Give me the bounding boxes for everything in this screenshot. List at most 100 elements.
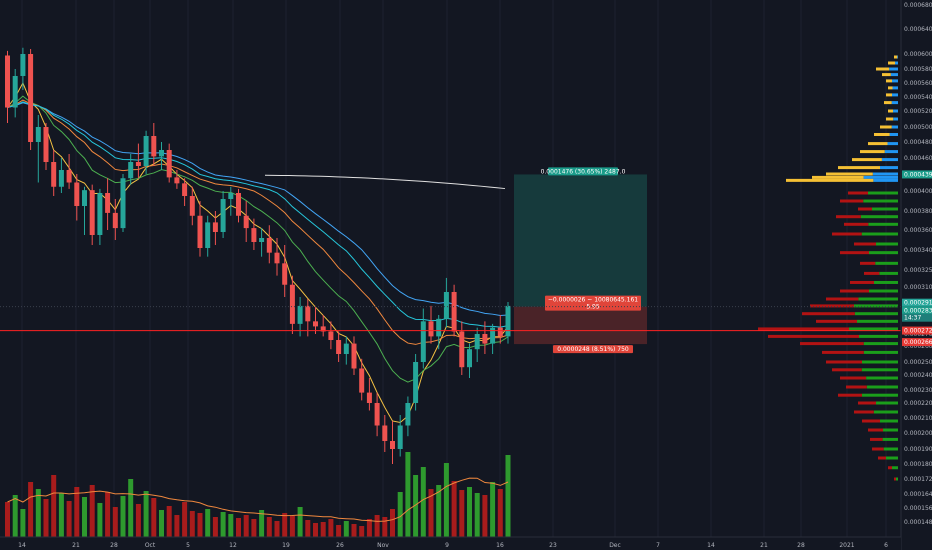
vp-row-up bbox=[893, 109, 898, 113]
vp-row-down bbox=[854, 242, 876, 246]
vp-row-up bbox=[889, 133, 898, 136]
vp-row-down bbox=[894, 477, 896, 481]
candle-body bbox=[205, 222, 211, 248]
vp-row-down bbox=[800, 342, 864, 346]
volume-bar bbox=[66, 501, 72, 537]
time-axis-label: 21 bbox=[760, 542, 768, 549]
vp-row-up bbox=[879, 271, 898, 275]
center-label-bg bbox=[545, 295, 641, 311]
mid-price-tag-bg bbox=[902, 306, 932, 315]
vp-row-up bbox=[872, 172, 898, 176]
vp-row-down bbox=[888, 109, 893, 113]
volume-bar bbox=[305, 520, 311, 537]
vp-row-down bbox=[802, 312, 855, 316]
candle-body bbox=[236, 193, 241, 216]
vp-row-up bbox=[849, 327, 898, 331]
vp-row-down bbox=[846, 385, 867, 389]
volume-bar bbox=[212, 517, 218, 537]
vp-row-up bbox=[889, 67, 898, 71]
volume-bar bbox=[297, 507, 303, 537]
candle-body bbox=[497, 327, 503, 337]
candle-body bbox=[128, 162, 134, 179]
vp-row-up bbox=[881, 158, 898, 162]
vp-row-up bbox=[890, 73, 898, 77]
ma-green-line bbox=[7, 95, 509, 383]
vp-row-down bbox=[840, 251, 869, 255]
vp-row-down bbox=[858, 207, 872, 211]
vp-row-up bbox=[883, 447, 898, 451]
candle-body bbox=[66, 170, 72, 183]
candle-body bbox=[228, 193, 234, 199]
candles bbox=[5, 47, 511, 464]
vp-row-down bbox=[888, 61, 895, 65]
vp-row-down bbox=[832, 368, 862, 372]
volume-bar bbox=[89, 485, 95, 537]
vp-row-down bbox=[822, 350, 864, 354]
candle-body bbox=[28, 54, 34, 142]
vp-row-down bbox=[878, 456, 886, 460]
vp-row-down bbox=[870, 437, 883, 441]
stop-price-tag: 0.0002666 bbox=[904, 339, 932, 346]
volume-bar bbox=[205, 509, 211, 537]
vp-row-down bbox=[826, 297, 859, 301]
vp-row-down bbox=[768, 334, 859, 338]
candle-body bbox=[282, 263, 288, 285]
time-axis-label: 14 bbox=[707, 542, 715, 549]
candle-body bbox=[336, 340, 342, 354]
volume-bar bbox=[282, 513, 288, 537]
volume-bar bbox=[443, 463, 449, 537]
time-axis-label: 28 bbox=[110, 542, 118, 549]
volume-bar bbox=[166, 506, 172, 537]
volume-bar bbox=[35, 489, 41, 537]
volume-bar bbox=[43, 499, 49, 537]
vp-row-up bbox=[866, 376, 898, 380]
volume-bar bbox=[151, 498, 157, 537]
long-position-tool[interactable]: 0.0001476 (30.65%) 2487.0 −0.0000026 ~ 10… bbox=[514, 167, 647, 354]
vp-row-up bbox=[869, 251, 898, 255]
candle-body bbox=[82, 190, 87, 206]
candle-body bbox=[490, 327, 496, 344]
volume-bar bbox=[374, 515, 380, 537]
volume-profile bbox=[758, 55, 898, 481]
volume-bar bbox=[274, 521, 280, 537]
vp-row-down bbox=[758, 327, 849, 331]
vp-row-down bbox=[840, 199, 864, 203]
price-lines bbox=[0, 306, 901, 332]
stop-label-bg bbox=[553, 345, 633, 354]
volume-bar bbox=[128, 479, 134, 537]
volume-bar bbox=[359, 526, 365, 537]
time-axis[interactable]: 14 21 28 Oct 5 12 19 26 Nov 9 16 23 Dec 7 14 21 28 2021 6 bbox=[0, 536, 901, 550]
candle-body bbox=[5, 55, 10, 108]
vp-row-down bbox=[860, 150, 885, 154]
candle-body bbox=[105, 193, 111, 213]
vp-row-down bbox=[854, 410, 874, 414]
vp-row-down bbox=[868, 142, 888, 146]
vp-row-down bbox=[882, 73, 891, 77]
time-axis-bg bbox=[0, 537, 901, 550]
time-axis-label: 12 bbox=[229, 542, 237, 549]
vp-row-down bbox=[872, 447, 884, 451]
volume-bar bbox=[259, 510, 265, 537]
mid-price-tag: 0.0002838 bbox=[904, 308, 932, 315]
candle-body bbox=[182, 183, 188, 196]
vp-row-up bbox=[892, 466, 898, 470]
candle-body bbox=[197, 215, 203, 248]
candle-body bbox=[305, 305, 311, 322]
volume-bar bbox=[451, 481, 457, 537]
volume-bar bbox=[467, 487, 472, 537]
vp-row-down bbox=[894, 55, 898, 59]
vp-row-up bbox=[893, 117, 898, 121]
volume-bar bbox=[313, 523, 318, 537]
